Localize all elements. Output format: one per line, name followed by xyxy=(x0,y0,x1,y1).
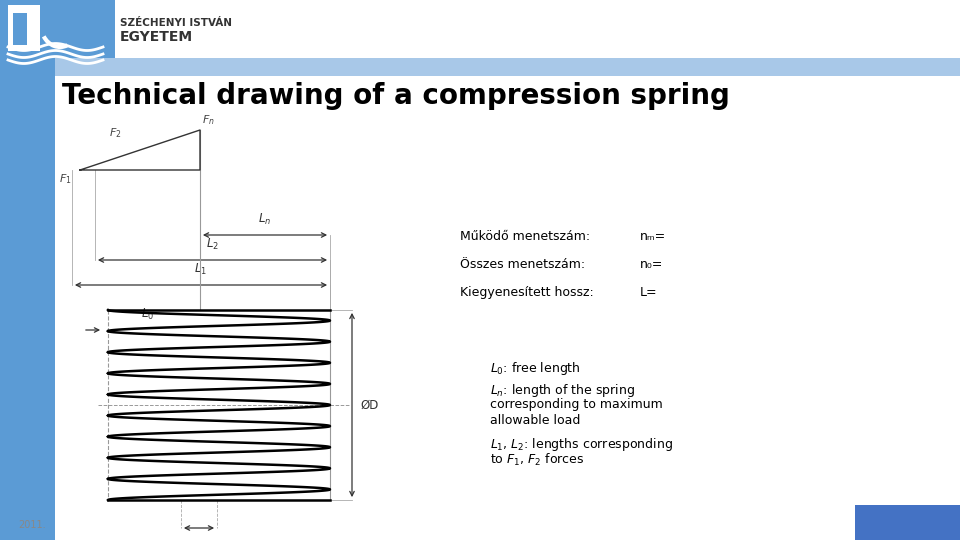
Text: Működő menetszám:: Működő menetszám: xyxy=(460,230,590,243)
Text: $L_1$: $L_1$ xyxy=(195,262,207,277)
Text: 2011.: 2011. xyxy=(18,520,46,530)
Text: EGYETEM: EGYETEM xyxy=(120,30,193,44)
Text: L=: L= xyxy=(640,286,658,299)
Text: $L_1$, $L_2$: lengths corresponding: $L_1$, $L_2$: lengths corresponding xyxy=(490,436,673,453)
Text: Összes menetszám:: Összes menetszám: xyxy=(460,258,586,271)
Text: $L_0$: free length: $L_0$: free length xyxy=(490,360,581,377)
Bar xyxy=(13,13,27,45)
Text: $L_n$: $L_n$ xyxy=(258,212,272,227)
Text: ØD: ØD xyxy=(360,399,378,411)
Text: $L_0$: $L_0$ xyxy=(141,307,155,322)
Bar xyxy=(0,0,115,58)
Bar xyxy=(8,5,40,51)
Text: $F_1$: $F_1$ xyxy=(60,172,72,186)
Text: Technical drawing of a compression spring: Technical drawing of a compression sprin… xyxy=(62,82,730,110)
Bar xyxy=(0,58,960,76)
Text: nₘ=: nₘ= xyxy=(640,230,666,243)
Bar xyxy=(0,0,960,58)
Text: $F_n$: $F_n$ xyxy=(202,113,215,127)
Text: $L_2$: $L_2$ xyxy=(206,237,219,252)
Text: Kiegyenesített hossz:: Kiegyenesített hossz: xyxy=(460,286,593,299)
Text: to $F_1$, $F_2$ forces: to $F_1$, $F_2$ forces xyxy=(490,452,585,468)
Bar xyxy=(0,58,55,540)
Text: SZÉCHENYI ISTVÁN: SZÉCHENYI ISTVÁN xyxy=(120,18,232,28)
Bar xyxy=(115,0,960,58)
Text: allowable load: allowable load xyxy=(490,414,581,427)
Bar xyxy=(855,505,960,540)
Text: corresponding to maximum: corresponding to maximum xyxy=(490,398,662,411)
Text: $F_2$: $F_2$ xyxy=(109,126,122,140)
Text: $L_n$: length of the spring: $L_n$: length of the spring xyxy=(490,382,636,399)
Text: n₀=: n₀= xyxy=(640,258,663,271)
